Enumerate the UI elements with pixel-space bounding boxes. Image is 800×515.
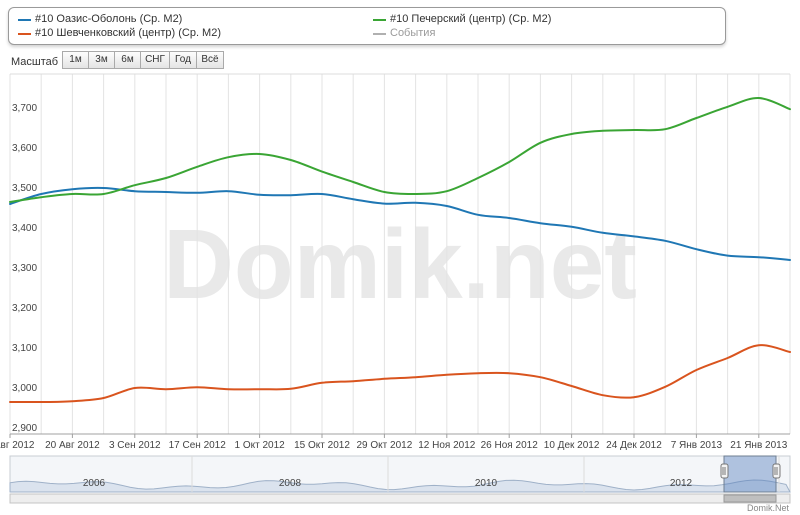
navigator-selection bbox=[723, 455, 777, 493]
x-axis: 6 Авг 2012 20 Авг 2012 3 Сен 2012 17 Сен 20… bbox=[0, 434, 788, 451]
x-tick-label: 3 Сен 2012 bbox=[109, 440, 161, 451]
range-button-all[interactable]: Всё bbox=[196, 51, 224, 69]
navigator-handle bbox=[720, 463, 729, 479]
x-tick-label: 12 Ноя 2012 bbox=[418, 440, 476, 451]
legend-item-oazis[interactable]: #10 Оазис-Оболонь (Ср. М2) bbox=[18, 13, 182, 26]
range-button-year[interactable]: Год bbox=[169, 51, 197, 69]
legend-swatch bbox=[18, 32, 31, 35]
range-button-ytd[interactable]: СНГ bbox=[140, 51, 170, 69]
navigator-series bbox=[9, 479, 791, 493]
series-lines bbox=[9, 96, 791, 404]
x-tick-label: 7 Янв 2013 bbox=[671, 440, 723, 451]
navigator-tick-label: 2010 bbox=[475, 478, 498, 489]
y-tick-label: 3,100 bbox=[12, 343, 37, 354]
y-tick-label: 3,000 bbox=[12, 383, 37, 394]
range-button-6m[interactable]: 6м bbox=[114, 51, 141, 69]
range-selector-buttons: 1м 3м 6м СНГ Год Всё bbox=[62, 51, 224, 69]
x-tick-label: 24 Дек 2012 bbox=[606, 440, 662, 451]
y-tick-label: 3,400 bbox=[12, 223, 37, 234]
x-tick-label: 1 Окт 2012 bbox=[234, 440, 285, 451]
y-tick-label: 2,900 bbox=[12, 423, 37, 434]
x-tick-label: 21 Янв 2013 bbox=[730, 440, 787, 451]
legend-swatch bbox=[373, 18, 386, 21]
y-axis: 2,900 3,000 3,100 3,200 3,300 3,400 3,500 3,600… bbox=[12, 103, 37, 434]
range-button-3m[interactable]: 3м bbox=[88, 51, 115, 69]
navigator-tick-label: 2012 bbox=[670, 478, 693, 489]
x-tick-label: 26 Ноя 2012 bbox=[481, 440, 539, 451]
chart-legend: #10 Оазис-Оболонь (Ср. М2) #10 Шевченков… bbox=[8, 7, 726, 45]
x-tick-label: 6 Авг 2012 bbox=[0, 440, 35, 451]
navigator-tick-label: 2006 bbox=[83, 478, 106, 489]
x-tick-label: 10 Дек 2012 bbox=[544, 440, 600, 451]
legend-item-events[interactable]: События bbox=[373, 27, 435, 40]
y-tick-label: 3,500 bbox=[12, 183, 37, 194]
y-tick-label: 3,700 bbox=[12, 103, 37, 114]
legend-label: #10 Печерский (центр) (Ср. М2) bbox=[390, 13, 552, 25]
watermark: Domik.net bbox=[163, 209, 637, 319]
y-tick-label: 3,200 bbox=[12, 303, 37, 314]
x-tick-label: 15 Окт 2012 bbox=[294, 440, 350, 451]
series-line-shevchenko bbox=[9, 344, 791, 404]
x-tick-label: 20 Авг 2012 bbox=[45, 440, 100, 451]
navigator-tick-label: 2008 bbox=[279, 478, 302, 489]
series-line-oazis-obolon bbox=[9, 186, 791, 261]
navigator-handle bbox=[772, 463, 781, 479]
x-tick-label: 17 Сен 2012 bbox=[169, 440, 227, 451]
navigator-scrollbar-thumb bbox=[723, 494, 777, 503]
credit-label: Domik.Net bbox=[747, 503, 790, 513]
legend-swatch bbox=[373, 32, 386, 35]
y-tick-label: 3,600 bbox=[12, 143, 37, 154]
legend-swatch bbox=[18, 18, 31, 21]
navigator-background bbox=[9, 455, 791, 493]
legend-label: #10 Оазис-Оболонь (Ср. М2) bbox=[35, 13, 183, 25]
x-tick-label: 29 Окт 2012 bbox=[357, 440, 413, 451]
legend-label: События bbox=[390, 27, 436, 39]
y-tick-label: 3,300 bbox=[12, 263, 37, 274]
range-button-1m[interactable]: 1м bbox=[62, 51, 89, 69]
range-selector-label: Масштаб bbox=[11, 56, 59, 68]
legend-item-pechersk[interactable]: #10 Печерский (центр) (Ср. М2) bbox=[373, 13, 551, 26]
navigator-scrollbar bbox=[9, 493, 791, 504]
series-line-pechersk bbox=[9, 96, 791, 203]
chart-grid bbox=[9, 74, 791, 434]
legend-label: #10 Шевченковский (центр) (Ср. М2) bbox=[35, 27, 222, 39]
navigator[interactable]: 2006 2008 2010 2012 bbox=[9, 455, 791, 504]
legend-item-shevchenko[interactable]: #10 Шевченковский (центр) (Ср. М2) bbox=[18, 27, 221, 40]
